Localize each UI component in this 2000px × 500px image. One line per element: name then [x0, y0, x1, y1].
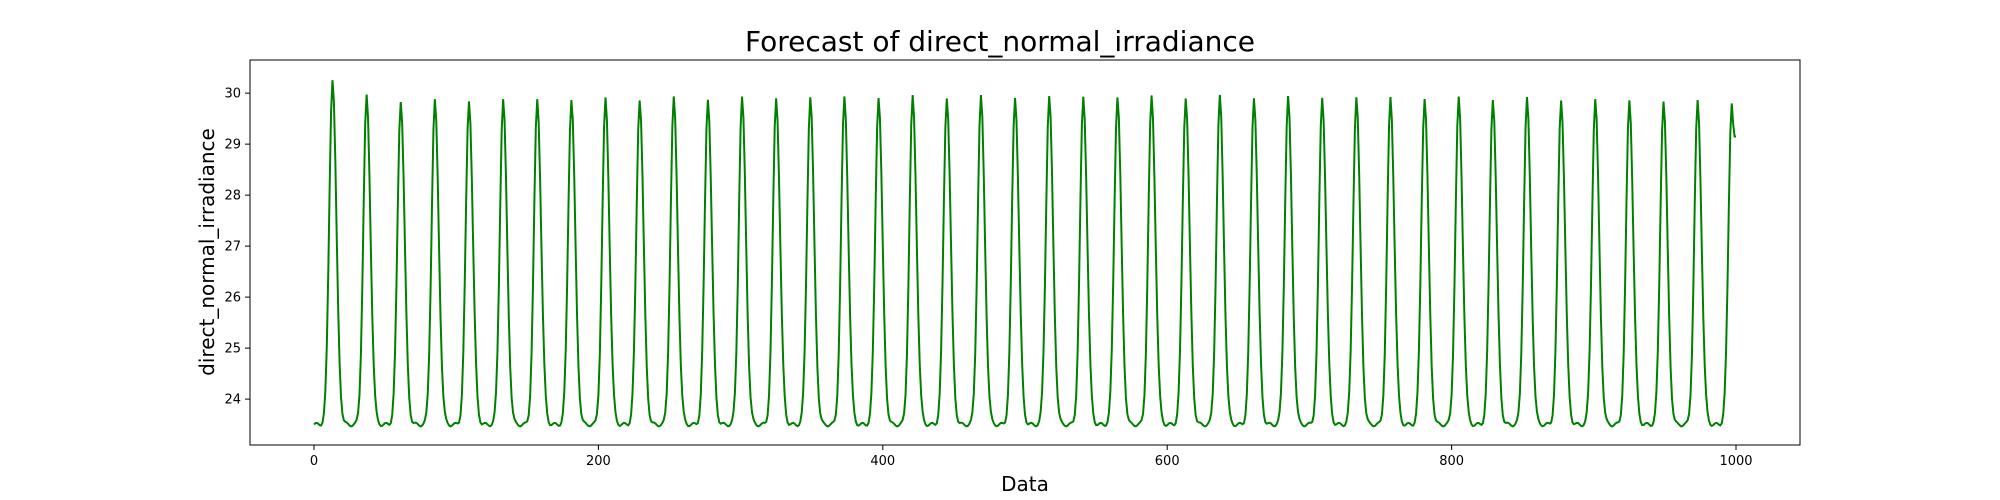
y-tick-label: 27 — [224, 240, 241, 255]
x-tick-label: 800 — [1439, 454, 1464, 469]
plot-area-frame — [249, 59, 1801, 446]
chart-title: Forecast of direct_normal_irradiance — [745, 25, 1255, 58]
y-axis-label: direct_normal_irradiance — [195, 128, 219, 376]
x-axis-ticks: 0 200 400 600 800 1000 — [310, 445, 1753, 469]
x-tick-label: 0 — [310, 454, 318, 469]
y-tick-label: 24 — [224, 393, 241, 408]
x-axis-label: Data — [1001, 472, 1049, 496]
y-axis-ticks: 24 25 26 27 28 29 30 — [224, 87, 250, 408]
x-tick-label: 600 — [1155, 454, 1180, 469]
y-tick-label: 25 — [224, 342, 241, 357]
x-tick-label: 1000 — [1719, 454, 1752, 469]
direct-normal-irradiance-line — [313, 80, 1737, 428]
x-tick-label: 400 — [870, 454, 895, 469]
y-tick-label: 26 — [224, 291, 241, 306]
y-tick-label: 30 — [224, 87, 241, 102]
y-tick-label: 29 — [224, 138, 241, 153]
x-tick-label: 200 — [586, 454, 611, 469]
y-tick-label: 28 — [224, 189, 241, 204]
